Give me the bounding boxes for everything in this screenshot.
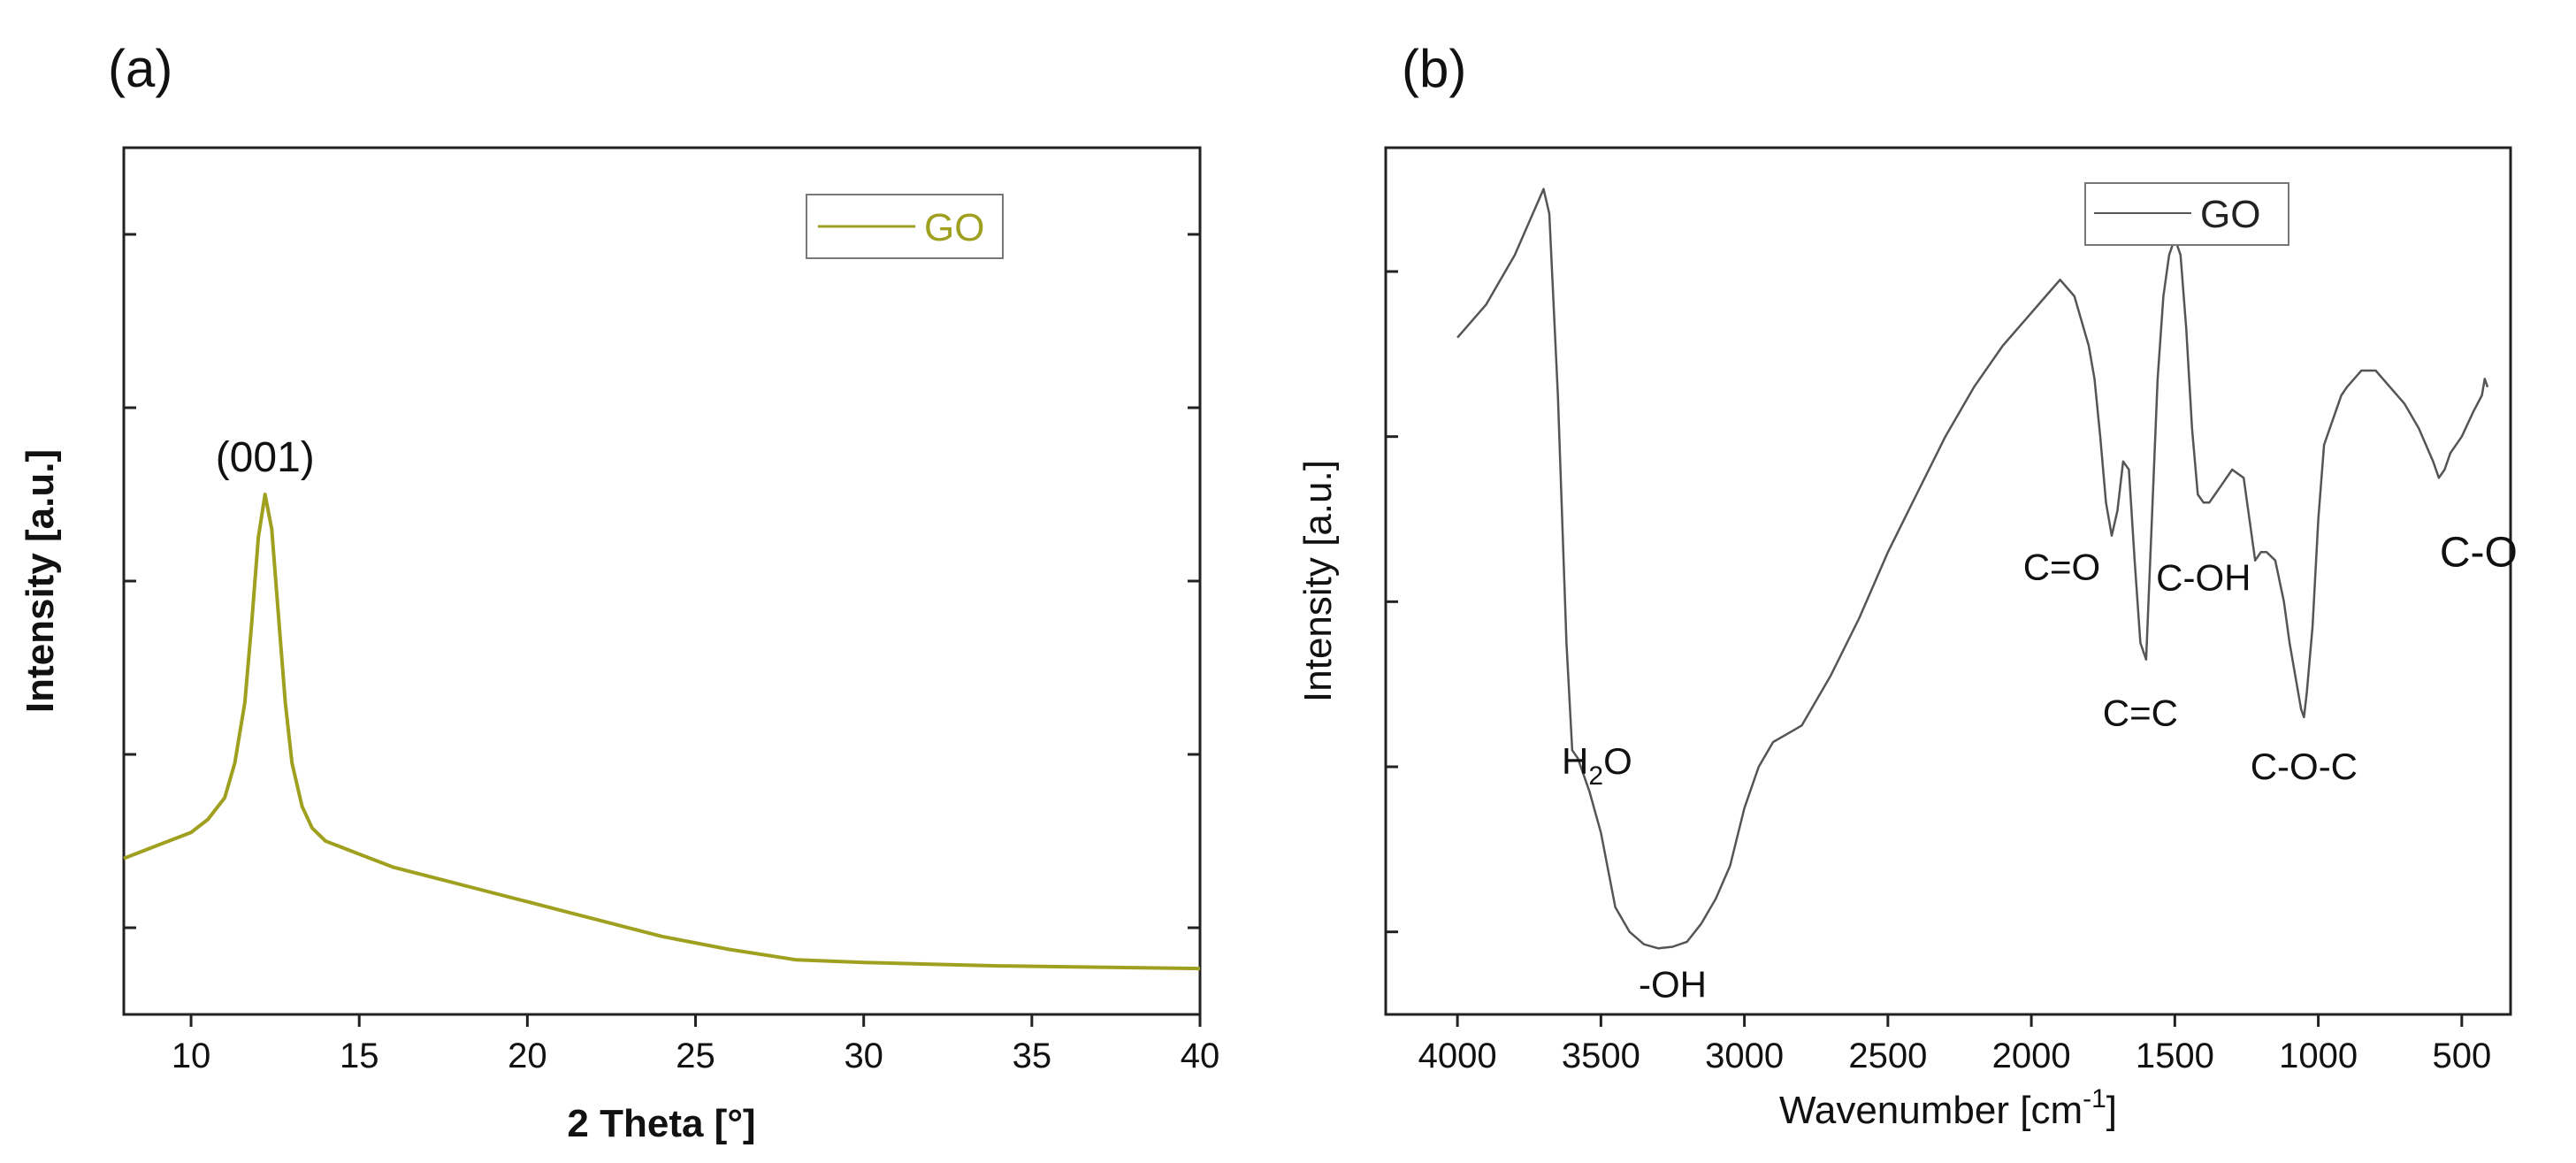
- panel-b-y-ticks: [1386, 270, 1398, 934]
- panel-a-legend: GO: [806, 194, 1004, 259]
- panel-b-c-double-o-annotation: C=O: [2023, 547, 2101, 588]
- panel-b-x-ticks: 4000 3500 3000 2500 2000 1500 1000 500: [1418, 1014, 2491, 1075]
- panel-a-legend-label: GO: [924, 206, 984, 249]
- panel-a-y-axis-title: Intensity [a.u.]: [19, 449, 62, 713]
- panel-a-peak-annotation: (001): [216, 434, 315, 481]
- panel-b-c-double-c-annotation: C=C: [2103, 692, 2178, 734]
- panel-a: (a) 10 15 20 25 30 35 40 (001) 2 Theta [°] Int…: [19, 39, 1219, 1145]
- panel-a-x-tick-label: 15: [340, 1037, 379, 1075]
- panel-a-plot-frame: [122, 146, 1202, 1016]
- panel-b-x-tick-label: 1500: [2136, 1037, 2214, 1075]
- panel-b-annotations: H2O -OH C=O C=C C-OH C-O-C C-O: [1562, 529, 2518, 1005]
- panel-b-x-tick-label: 1000: [2279, 1037, 2358, 1075]
- panel-a-y-ticks: [124, 233, 1200, 930]
- panel-b-legend: GO: [2084, 182, 2289, 246]
- panel-a-x-tick-label: 30: [844, 1037, 883, 1075]
- panel-b-h2o-annotation: H2O: [1562, 740, 1632, 791]
- panel-a-x-tick-label: 35: [1013, 1037, 1052, 1075]
- panel-b-c-o-annotation: C-O: [2440, 529, 2518, 576]
- panel-b-x-tick-label: 3000: [1705, 1037, 1784, 1075]
- panel-b-series-line-go: [1456, 187, 2489, 950]
- panel-b-series: [1456, 187, 2489, 950]
- panel-b-label: (b): [1402, 39, 1466, 98]
- panel-b-x-axis-title: Wavenumber [cm-1]: [1779, 1084, 2117, 1132]
- panel-b-y-axis-title: Intensity [a.u.]: [1296, 460, 1340, 702]
- panel-b-c-o-c-annotation: C-O-C: [2251, 746, 2358, 787]
- panel-a-label: (a): [108, 39, 172, 98]
- panel-a-series-line-go: [123, 493, 1201, 971]
- panel-b-legend-label: GO: [2200, 193, 2260, 236]
- panel-a-x-ticks: 10 15 20 25 30 35 40: [172, 1014, 1219, 1075]
- panel-a-x-tick-label: 25: [676, 1037, 715, 1075]
- panel-b: (b) 4000 3500 3000 2500 2000 1500 1000 500 H2O -…: [1296, 39, 2518, 1132]
- panel-a-series: [123, 493, 1201, 971]
- panel-b-c-oh-annotation: C-OH: [2156, 557, 2251, 599]
- panel-b-x-tick-label: 4000: [1418, 1037, 1497, 1075]
- panel-b-oh-annotation: -OH: [1639, 963, 1707, 1005]
- panel-b-x-tick-label: 3500: [1562, 1037, 1640, 1075]
- panel-b-x-tick-label: 2500: [1848, 1037, 1927, 1075]
- panel-b-x-tick-label: 500: [2432, 1037, 2491, 1075]
- panel-a-x-tick-label: 20: [508, 1037, 547, 1075]
- panel-a-x-tick-label: 10: [172, 1037, 211, 1075]
- panel-b-x-tick-label: 2000: [1992, 1037, 2071, 1075]
- panel-a-x-axis-title: 2 Theta [°]: [567, 1102, 755, 1145]
- panel-b-plot-frame: [1384, 146, 2512, 1016]
- panel-a-x-tick-label: 40: [1181, 1037, 1220, 1075]
